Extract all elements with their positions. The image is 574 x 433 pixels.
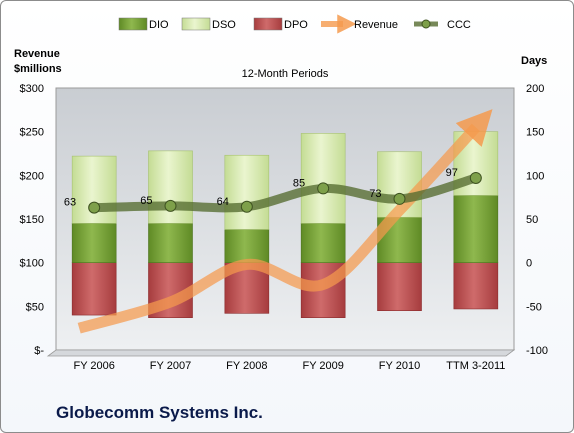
left-axis-title-line1: Revenue <box>14 48 60 60</box>
bar-dso <box>148 150 193 224</box>
ccc-data-label: 73 <box>369 188 381 200</box>
ccc-point <box>393 192 406 205</box>
legend-ccc-marker <box>421 19 431 29</box>
legend-dpo-swatch <box>253 17 283 31</box>
left-axis-title-line2: $millions <box>14 63 62 75</box>
legend-label: Revenue <box>354 19 398 31</box>
company-name: Globecomm Systems Inc. <box>56 403 263 422</box>
legend-dso-swatch <box>181 17 211 31</box>
category-label: TTM 3-2011 <box>446 360 505 372</box>
category-label: FY 2010 <box>379 360 420 372</box>
legend-dio-swatch <box>118 17 148 31</box>
plot-area <box>55 87 515 351</box>
ccc-data-label: 97 <box>446 167 458 179</box>
left-tick-label: $200 <box>20 170 44 182</box>
ccc-data-label: 85 <box>293 177 305 189</box>
category-label: FY 2007 <box>150 360 191 372</box>
category-label: FY 2006 <box>73 360 114 372</box>
ccc-data-label: 65 <box>140 195 152 207</box>
bar-dio <box>148 223 193 263</box>
bar-dio <box>71 223 117 263</box>
chart-title: 12-Month Periods <box>242 68 329 80</box>
left-tick-label: $- <box>34 345 44 357</box>
left-tick-label: $150 <box>20 214 44 226</box>
right-tick-label: 0 <box>526 258 532 270</box>
left-tick-label: $50 <box>26 301 44 313</box>
legend-label: DSO <box>212 19 236 31</box>
right-tick-label: -50 <box>526 301 542 313</box>
ccc-data-label: 64 <box>217 196 229 208</box>
category-label: FY 2008 <box>226 360 267 372</box>
legend-label: DPO <box>284 19 308 31</box>
category-label: FY 2009 <box>302 360 343 372</box>
legend-label: DIO <box>149 19 169 31</box>
ccc-line <box>89 173 481 213</box>
bar-dpo <box>71 262 117 316</box>
bar-dpo <box>377 262 422 311</box>
left-tick-label: $300 <box>20 83 44 95</box>
legend-label: CCC <box>447 19 471 31</box>
ccc-point <box>88 201 101 214</box>
bar-dpo <box>453 262 499 310</box>
right-tick-label: 150 <box>526 127 544 139</box>
bar-dio <box>453 195 499 263</box>
ccc-data-label: 63 <box>64 197 76 209</box>
bar-dio <box>224 229 270 263</box>
ccc-point <box>164 199 177 212</box>
right-tick-label: 100 <box>526 170 544 182</box>
bar-dso <box>224 154 270 230</box>
right-tick-label: -100 <box>526 345 548 357</box>
plot-floor <box>46 349 516 357</box>
bar-dio <box>300 223 346 263</box>
right-axis-title: Days <box>521 55 547 67</box>
bar-dso <box>300 133 346 224</box>
left-tick-label: $100 <box>20 258 44 270</box>
left-tick-label: $250 <box>20 127 44 139</box>
right-tick-label: 200 <box>526 83 544 95</box>
ccc-point <box>469 171 482 184</box>
right-tick-label: 50 <box>526 214 538 226</box>
ccc-point <box>240 200 253 213</box>
ccc-point <box>317 182 330 195</box>
